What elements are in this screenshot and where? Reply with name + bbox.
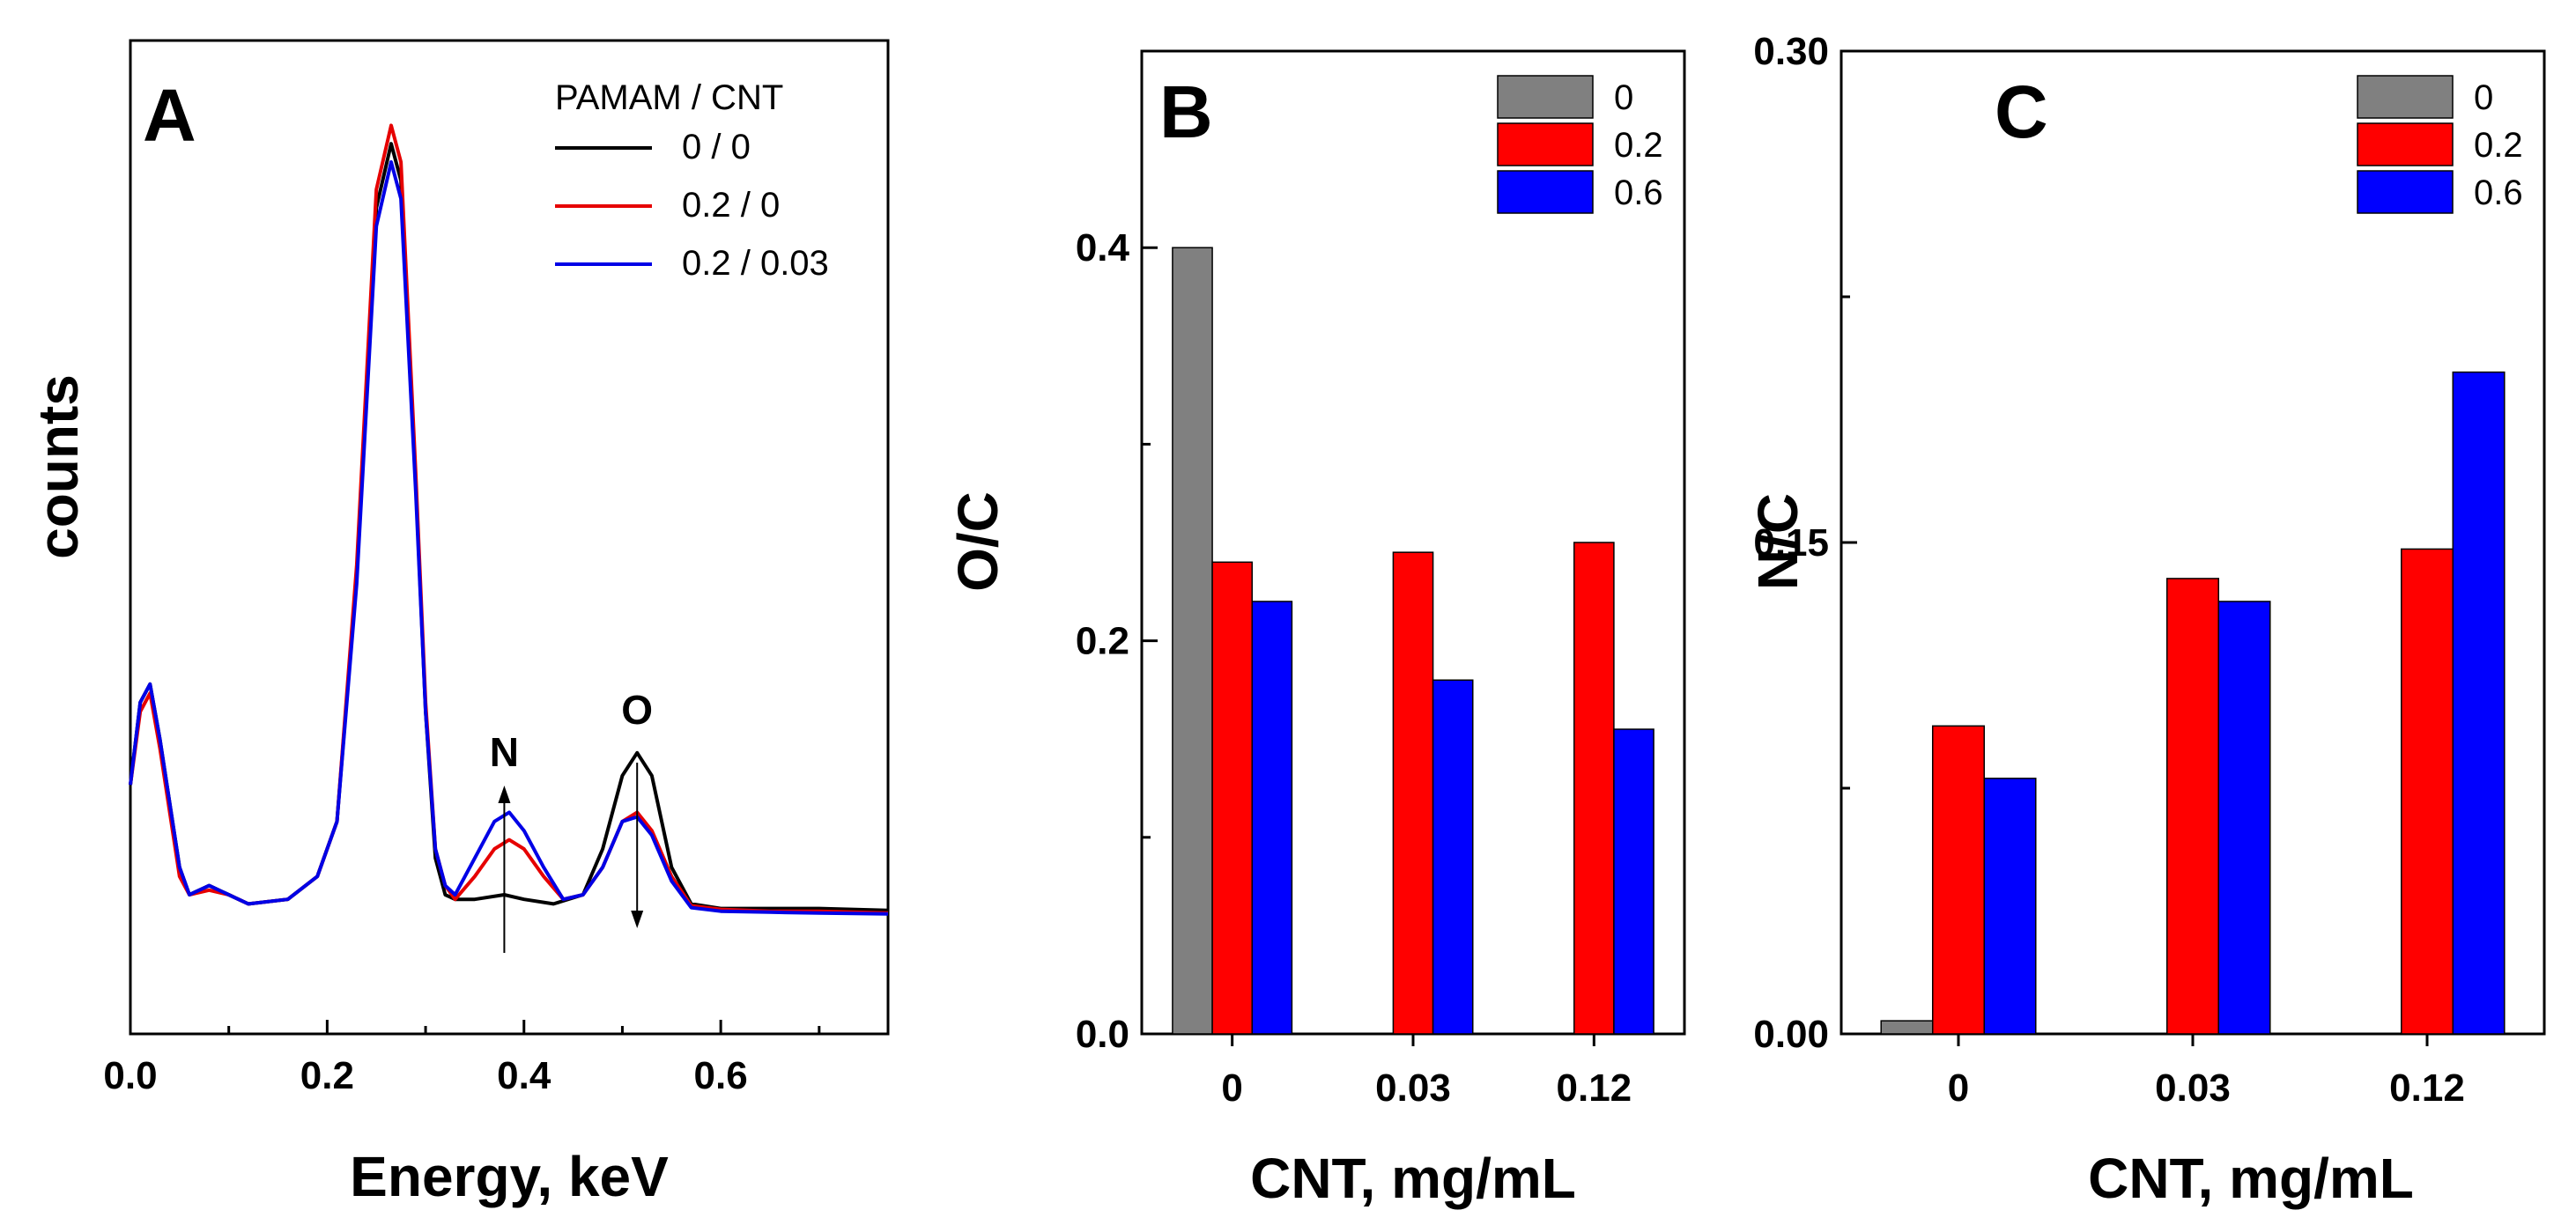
panel-a-legend-label: 0.2 / 0 [682, 186, 780, 225]
panel-a-x-tick-label: 0.6 [694, 1054, 748, 1097]
panel-c-y-ticks: 0.00 0.15 0.30 [1753, 30, 1857, 1056]
panel-c-bars [1880, 371, 2506, 1035]
panel-c-bar [2400, 548, 2454, 1035]
panel-a-annotation-label: N [490, 729, 519, 775]
panel-c-y-tick-label: 0.30 [1753, 30, 1829, 73]
panel-b-x-ticks: 0 0.03 0.12 [1221, 1034, 1632, 1110]
panel-c-y-tick-label: 0.15 [1753, 521, 1829, 565]
panel-b-legend: 0 0.2 0.6 [1497, 75, 1663, 214]
panel-c-bar [1880, 1020, 1934, 1035]
panel-b-bar [1392, 551, 1434, 1035]
panel-a-legend: PAMAM / CNT 0 / 0 0.2 / 0 0.2 / 0.03 [555, 78, 829, 283]
panel-b-y-ticks: 0.0 0.2 0.4 [1076, 226, 1158, 1056]
panel-b-bar [1613, 728, 1654, 1035]
panel-a: A 0.0 0.2 0.4 0.6 NO Energy, keV counts PAM… [26, 39, 890, 1208]
panel-b-x-tick-label: 0.12 [1557, 1066, 1632, 1110]
panel-b-letter: B [1159, 70, 1213, 153]
panel-b-bar [1573, 542, 1615, 1035]
panel-c-bar [2165, 578, 2220, 1035]
panel-c-bar [2217, 601, 2271, 1035]
panel-a-annotation-label: O [621, 687, 653, 733]
panel-b-legend-label: 0 [1614, 78, 1633, 117]
panel-a-plot-frame [129, 39, 890, 1036]
panel-b-legend-swatch [1497, 122, 1594, 166]
panel-c-x-axis-title: CNT, mg/mL [2088, 1147, 2414, 1210]
panel-a-legend-title: PAMAM / CNT [555, 78, 783, 117]
panel-b-x-tick-label: 0 [1221, 1066, 1242, 1110]
panel-c-legend-swatch [2357, 170, 2454, 214]
panel-a-x-tick-label: 0.4 [497, 1054, 551, 1097]
panel-b-bar [1251, 601, 1293, 1035]
panel-c-x-ticks: 0 0.03 0.12 [1948, 1034, 2465, 1110]
panel-b-bar [1432, 679, 1474, 1035]
panel-c-bar [2452, 371, 2506, 1035]
panel-b-x-tick-label: 0.03 [1375, 1066, 1451, 1110]
panel-b-y-tick-label: 0.4 [1076, 226, 1130, 269]
panel-c: C 0.00 0.15 0.30 0 0.03 0.12 0 0.2 0.6 CNT, mg… [1746, 30, 2546, 1210]
panel-a-y-axis-title: counts [26, 374, 90, 559]
panel-c-x-tick-label: 0.03 [2155, 1066, 2231, 1110]
panel-a-x-axis-title: Energy, keV [350, 1145, 669, 1208]
panel-c-legend-swatch [2357, 122, 2454, 166]
panel-b-legend-label: 0.6 [1614, 173, 1663, 212]
panel-c-x-tick-label: 0.12 [2389, 1066, 2465, 1110]
panel-b-bars [1172, 247, 1654, 1035]
panel-b-bar [1172, 247, 1213, 1035]
panel-c-bar [1931, 725, 1986, 1035]
panel-a-x-ticks: 0.0 0.2 0.4 0.6 [103, 1020, 821, 1097]
panel-c-y-axis-title: N/C [1746, 493, 1810, 590]
panel-a-annotations: NO [490, 687, 653, 953]
panel-b-y-tick-label: 0.0 [1076, 1013, 1129, 1056]
panel-c-legend-label: 0.6 [2474, 173, 2523, 212]
panel-b: B 0.0 0.2 0.4 0 0.03 0.12 0 0.2 0.6 CNT, mg/mL… [946, 49, 1686, 1210]
panel-b-x-axis-title: CNT, mg/mL [1250, 1147, 1576, 1210]
panel-b-legend-swatch [1497, 170, 1594, 214]
panel-c-letter: C [1995, 70, 2048, 153]
panel-c-legend-swatch [2357, 75, 2454, 119]
panel-a-series-lines [129, 123, 889, 916]
panel-a-annotation-arrow-head [631, 911, 644, 928]
panel-b-y-axis-title: O/C [946, 491, 1010, 592]
panel-a-series-line-3 [129, 160, 889, 916]
panel-b-legend-label: 0.2 [1614, 126, 1663, 165]
panel-b-bar [1211, 561, 1254, 1035]
panel-a-legend-label: 0 / 0 [682, 128, 751, 166]
panel-b-legend-swatch [1497, 75, 1594, 119]
panel-c-bar [1983, 778, 2037, 1035]
panel-a-x-tick-label: 0.2 [300, 1054, 354, 1097]
panel-a-legend-label: 0.2 / 0.03 [682, 244, 829, 283]
panel-a-annotation-arrow-head [498, 786, 511, 803]
panel-a-x-tick-label: 0.0 [103, 1054, 157, 1097]
panel-c-x-tick-label: 0 [1948, 1066, 1969, 1110]
panel-b-y-tick-label: 0.2 [1076, 620, 1129, 663]
panel-c-y-tick-label: 0.00 [1753, 1013, 1829, 1056]
panel-c-legend-label: 0 [2474, 78, 2493, 117]
panel-c-legend: 0 0.2 0.6 [2357, 75, 2523, 214]
panel-a-letter: A [143, 74, 196, 157]
panel-c-legend-label: 0.2 [2474, 126, 2523, 165]
